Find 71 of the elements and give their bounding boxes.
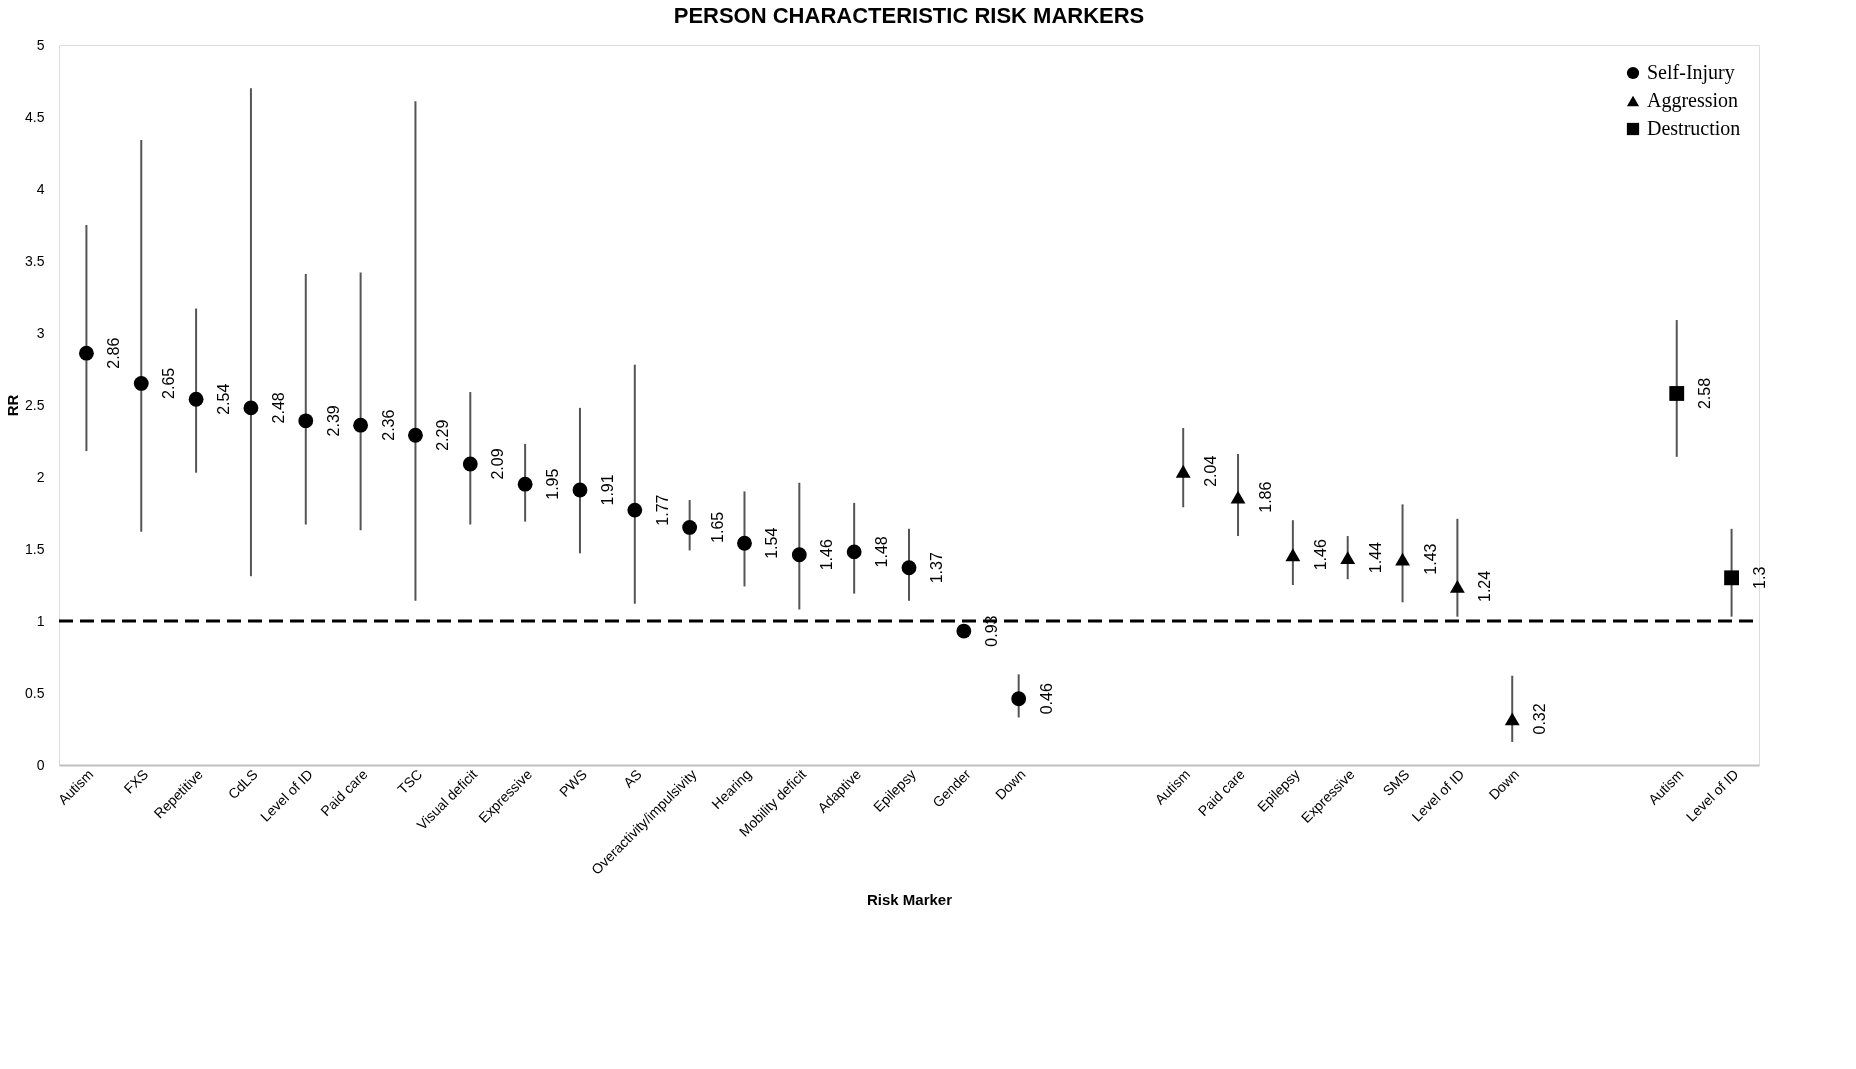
point <box>737 535 752 551</box>
point <box>517 476 533 492</box>
point <box>1669 386 1685 401</box>
data-label: 1.77 <box>653 494 671 526</box>
y-tick-label: 2 <box>36 468 45 485</box>
y-tick-label: 5 <box>36 36 45 53</box>
y-tick-label: 1.5 <box>25 540 45 557</box>
point <box>572 482 588 498</box>
data-label: 1.46 <box>1311 539 1329 571</box>
point <box>79 345 94 361</box>
x-tick-label: TSC <box>394 766 426 798</box>
legend-label: Destruction <box>1647 117 1741 139</box>
data-label: 1.48 <box>873 536 891 568</box>
point <box>353 417 369 433</box>
data-label: 2.54 <box>215 383 233 415</box>
data-label: 2.86 <box>105 337 123 369</box>
point <box>462 456 478 472</box>
data-label: 2.29 <box>434 419 452 451</box>
point <box>627 502 643 518</box>
y-tick-label: 1 <box>36 612 45 629</box>
point <box>188 391 204 407</box>
data-label: 1.24 <box>1476 570 1494 603</box>
point <box>243 400 259 416</box>
y-tick-label: 4.5 <box>25 108 45 125</box>
y-tick-label: 3.5 <box>25 252 45 269</box>
data-label: 2.36 <box>379 409 397 441</box>
point <box>1285 548 1301 562</box>
point <box>408 427 423 443</box>
y-tick-label: 4 <box>36 180 45 197</box>
point <box>901 560 917 576</box>
point <box>1504 712 1520 726</box>
point <box>133 376 149 391</box>
data-label: 2.65 <box>160 367 178 399</box>
point <box>956 623 972 639</box>
data-label: 2.58 <box>1695 377 1713 410</box>
data-label: 1.95 <box>544 468 562 500</box>
data-label: 1.54 <box>763 527 781 559</box>
data-label: 1.65 <box>708 511 726 543</box>
legend-label: Self-Injury <box>1647 61 1735 84</box>
data-label: 1.91 <box>598 474 616 506</box>
point <box>1230 490 1246 504</box>
point <box>1395 552 1410 566</box>
x-axis-title: Risk Marker <box>866 890 953 908</box>
data-label: 1.37 <box>928 552 945 584</box>
point <box>1340 551 1356 565</box>
y-tick-label: 0 <box>36 756 45 773</box>
point <box>1011 691 1027 707</box>
point <box>1175 464 1191 478</box>
point <box>846 544 862 560</box>
point <box>1449 580 1465 593</box>
data-label: 2.48 <box>269 392 287 424</box>
y-tick-label: 0.5 <box>25 684 45 701</box>
y-tick-label: 3 <box>36 324 45 341</box>
data-label: 1.43 <box>1421 543 1439 575</box>
data-label: 0.32 <box>1531 703 1549 735</box>
chart-title: PERSON CHARACTERISTIC RISK MARKERS <box>673 3 1145 28</box>
data-label: 1.3 <box>1750 566 1768 589</box>
point <box>298 413 314 429</box>
data-label: 1.86 <box>1257 481 1275 513</box>
point <box>682 520 698 535</box>
legend-label: Aggression <box>1647 89 1739 112</box>
data-label: 2.09 <box>489 448 507 480</box>
y-tick-label: 2.5 <box>25 396 45 413</box>
data-label: 1.46 <box>818 539 836 571</box>
data-label: 2.04 <box>1202 455 1220 487</box>
data-label: 0.46 <box>1037 683 1055 715</box>
point <box>1724 570 1739 586</box>
data-label: 1.44 <box>1366 541 1384 574</box>
y-axis-title: RR <box>4 394 22 417</box>
point <box>791 547 807 563</box>
data-label: 2.39 <box>324 405 342 437</box>
